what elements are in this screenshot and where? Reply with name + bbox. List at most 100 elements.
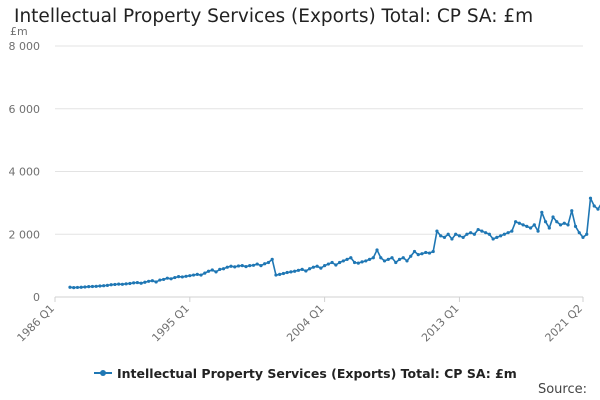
data-point[interactable] — [124, 282, 128, 286]
data-point[interactable] — [356, 261, 360, 265]
data-point[interactable] — [154, 280, 158, 284]
data-point[interactable] — [409, 254, 413, 258]
data-point[interactable] — [566, 223, 570, 227]
data-point[interactable] — [469, 231, 473, 235]
data-point[interactable] — [525, 224, 529, 229]
data-point[interactable] — [472, 232, 476, 236]
data-point[interactable] — [304, 269, 308, 273]
data-point[interactable] — [319, 266, 323, 270]
data-point[interactable] — [94, 284, 98, 288]
data-point[interactable] — [386, 257, 390, 261]
data-point[interactable] — [446, 232, 450, 236]
data-point[interactable] — [352, 260, 357, 265]
data-point[interactable] — [289, 270, 293, 274]
data-point[interactable] — [397, 257, 402, 261]
data-point[interactable] — [308, 267, 312, 271]
data-point[interactable] — [315, 264, 319, 268]
data-point[interactable] — [476, 227, 480, 232]
data-point[interactable] — [173, 275, 177, 280]
data-point[interactable] — [487, 232, 491, 236]
data-point[interactable] — [390, 256, 394, 260]
data-point[interactable] — [450, 237, 454, 241]
data-point[interactable] — [596, 207, 600, 211]
data-point[interactable] — [555, 220, 559, 224]
data-point[interactable] — [521, 223, 525, 227]
data-point[interactable] — [214, 270, 218, 274]
data-point[interactable] — [499, 234, 503, 238]
data-point[interactable] — [338, 260, 342, 265]
data-point[interactable] — [543, 220, 548, 224]
data-point[interactable] — [120, 282, 124, 286]
data-point[interactable] — [199, 273, 203, 277]
data-point[interactable] — [218, 267, 222, 271]
data-point[interactable] — [229, 264, 233, 268]
data-point[interactable] — [251, 263, 256, 267]
data-point[interactable] — [87, 285, 91, 289]
data-point[interactable] — [431, 249, 435, 254]
data-point[interactable] — [300, 267, 304, 271]
data-point[interactable] — [203, 271, 207, 275]
data-point[interactable] — [345, 257, 349, 261]
data-point[interactable] — [461, 235, 465, 239]
data-point[interactable] — [536, 229, 540, 233]
data-point[interactable] — [528, 226, 533, 230]
data-point[interactable] — [285, 270, 289, 275]
data-point[interactable] — [143, 280, 147, 284]
data-point[interactable] — [465, 232, 469, 236]
data-point[interactable] — [259, 264, 263, 268]
data-point[interactable] — [184, 274, 188, 278]
data-point[interactable] — [435, 229, 439, 233]
data-point[interactable] — [206, 269, 211, 273]
data-point[interactable] — [394, 260, 398, 265]
data-point[interactable] — [180, 275, 184, 279]
data-point[interactable] — [191, 273, 196, 277]
data-point[interactable] — [147, 279, 151, 283]
data-point[interactable] — [401, 256, 405, 260]
data-point[interactable] — [585, 232, 589, 236]
data-point[interactable] — [221, 267, 226, 271]
data-point[interactable] — [255, 262, 259, 266]
data-point[interactable] — [405, 259, 409, 263]
data-point[interactable] — [547, 226, 551, 230]
data-point[interactable] — [274, 273, 278, 277]
data-point[interactable] — [244, 264, 248, 269]
data-point[interactable] — [491, 237, 495, 241]
data-point[interactable] — [588, 196, 593, 200]
data-point[interactable] — [233, 265, 237, 269]
data-point[interactable] — [176, 275, 181, 279]
data-point[interactable] — [562, 221, 566, 225]
data-point[interactable] — [532, 223, 536, 227]
data-point[interactable] — [457, 234, 462, 238]
data-point[interactable] — [278, 272, 282, 277]
data-point[interactable] — [102, 284, 106, 288]
data-point[interactable] — [330, 260, 334, 265]
data-point[interactable] — [412, 249, 417, 254]
data-point[interactable] — [420, 252, 424, 256]
series-line[interactable] — [69, 112, 600, 289]
data-point[interactable] — [326, 262, 330, 266]
data-point[interactable] — [240, 264, 244, 268]
data-point[interactable] — [165, 276, 169, 280]
data-point[interactable] — [558, 223, 563, 227]
data-point[interactable] — [442, 235, 447, 239]
data-point[interactable] — [502, 232, 506, 236]
data-point[interactable] — [79, 285, 83, 289]
data-point[interactable] — [514, 220, 518, 224]
data-point[interactable] — [510, 229, 514, 233]
data-point[interactable] — [551, 215, 555, 219]
data-point[interactable] — [360, 260, 364, 264]
data-point[interactable] — [225, 265, 229, 269]
data-point[interactable] — [236, 264, 241, 268]
data-point[interactable] — [169, 277, 173, 281]
data-point[interactable] — [577, 231, 581, 235]
data-point[interactable] — [162, 277, 166, 282]
data-point[interactable] — [98, 284, 102, 288]
data-point[interactable] — [424, 250, 428, 255]
data-point[interactable] — [72, 285, 76, 290]
data-point[interactable] — [83, 285, 87, 289]
data-point[interactable] — [311, 265, 315, 269]
data-point[interactable] — [382, 259, 387, 263]
data-point[interactable] — [117, 282, 121, 286]
data-point[interactable] — [375, 248, 379, 252]
data-point[interactable] — [266, 260, 271, 265]
